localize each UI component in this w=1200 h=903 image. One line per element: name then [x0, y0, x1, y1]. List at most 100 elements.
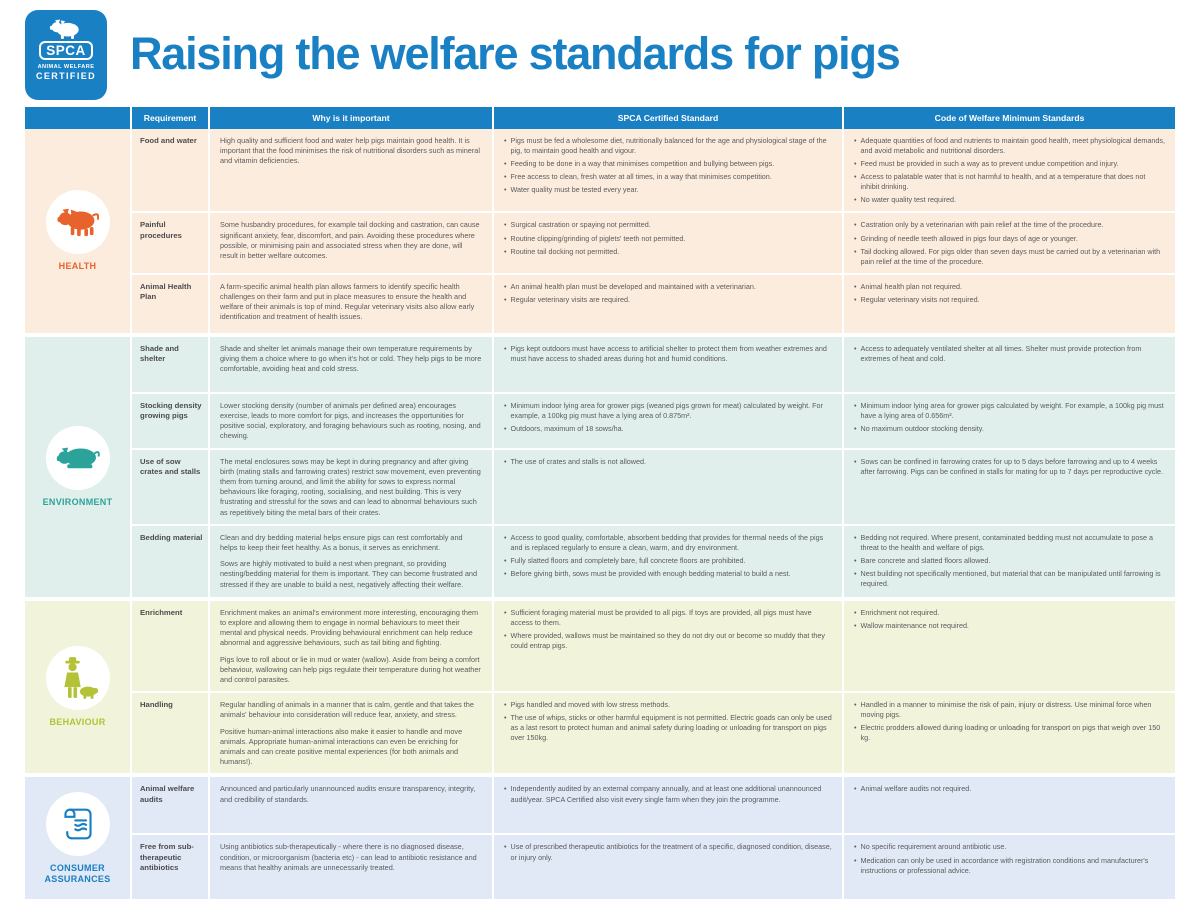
bullet-dot-icon: •: [504, 281, 507, 291]
bullet-dot-icon: •: [504, 555, 507, 565]
bullet-item: • Sows can be confined in farrowing crate…: [854, 457, 1165, 477]
code-of-welfare-cell: • Sows can be confined in farrowing crate…: [844, 449, 1175, 524]
bullet-dot-icon: •: [504, 294, 507, 304]
bullet-item: • The use of crates and stalls is not all…: [504, 457, 832, 467]
bullet-text: Animal welfare audits not required.: [860, 784, 972, 794]
spca-standard-cell: • An animal health plan must be developed…: [494, 274, 842, 333]
requirement-cell: Food and water: [132, 129, 208, 212]
table-row: Free from sub-therapeutic antibiotics Usi…: [132, 835, 1175, 900]
bullet-item: • Adequate quantities of food and nutrien…: [854, 136, 1165, 156]
bullet-item: • No water quality test required.: [854, 195, 1165, 205]
bullet-text: Routine tail docking not permitted.: [510, 246, 620, 256]
section-label-consumer: CONSUMER ASSURANCES: [44, 862, 111, 884]
why-important-cell: The metal enclosures sows may be kept in…: [210, 449, 492, 524]
bullet-item: • Nest building not specifically mentione…: [854, 569, 1165, 589]
spca-standard-cell: • Sufficient foraging material must be pr…: [494, 600, 842, 692]
bullet-dot-icon: •: [504, 569, 507, 579]
bullet-item: • Access to good quality, comfortable, ab…: [504, 533, 832, 553]
spca-standard-cell: • Access to good quality, comfortable, ab…: [494, 525, 842, 597]
bullet-item: • Grinding of needle teeth allowed in pig…: [854, 234, 1165, 244]
bullet-dot-icon: •: [854, 246, 857, 256]
bullet-item: • An animal health plan must be developed…: [504, 282, 832, 292]
why-important-cell: Regular handling of animals in a manner …: [210, 693, 492, 774]
bullet-item: • Use of prescribed therapeutic antibioti…: [504, 842, 832, 862]
bullet-text: Grinding of needle teeth allowed in pigs…: [860, 233, 1078, 243]
bullet-text: Pigs must be fed a wholesome diet, nutri…: [510, 136, 827, 156]
bullet-text: Outdoors, maximum of 18 sows/ha.: [510, 423, 624, 433]
bullet-item: • Routine clipping/grinding of piglets' t…: [504, 234, 832, 244]
bullet-dot-icon: •: [854, 281, 857, 291]
bullet-item: • Sufficient foraging material must be pr…: [504, 608, 832, 628]
code-of-welfare-cell: • Enrichment not required. • Wallow mainten…: [844, 600, 1175, 692]
bullet-text: Handled in a manner to minimise the risk…: [860, 700, 1152, 720]
spca-standard-cell: • Pigs must be fed a wholesome diet, nutr…: [494, 129, 842, 212]
bullet-dot-icon: •: [504, 713, 507, 723]
bullet-text: Sufficient foraging material must be pro…: [510, 607, 812, 627]
bullet-dot-icon: •: [854, 532, 857, 542]
spca-standard-cell: • Pigs handled and moved with low stress …: [494, 693, 842, 774]
section-health-side: HEALTH: [25, 129, 130, 333]
bullet-dot-icon: •: [504, 136, 507, 145]
table-row: Use of sow crates and stalls The metal en…: [132, 449, 1175, 524]
section-environment-rows: Shade and shelter Shade and shelter let a…: [132, 336, 1175, 597]
consumer-badge: [45, 791, 110, 856]
column-header-category: [25, 107, 130, 129]
bullet-text: Electric prodders allowed during loading…: [860, 723, 1161, 743]
table-row: Food and water High quality and sufficien…: [132, 129, 1175, 212]
column-header-why: Why is it important: [210, 107, 492, 129]
spca-standard-cell: • Use of prescribed therapeutic antibioti…: [494, 835, 842, 900]
table-row: Painful procedures Some husbandry procedu…: [132, 213, 1175, 273]
logo-subtitle: ANIMAL WELFARE: [37, 64, 95, 70]
column-header-code: Code of Welfare Minimum Standards: [844, 107, 1175, 129]
code-of-welfare-cell: • Castration only by a veterinarian with …: [844, 213, 1175, 273]
table-row: Shade and shelter Shade and shelter let a…: [132, 336, 1175, 392]
section-environment-side: ENVIRONMENT: [25, 336, 130, 597]
table-row: Animal welfare audits Announced and parti…: [132, 777, 1175, 834]
section-behaviour-rows: Enrichment Enrichment makes an animal's e…: [132, 600, 1175, 774]
bullet-text: Feed must be provided in such a way as t…: [860, 159, 1119, 169]
requirement-cell: Stocking density growing pigs: [132, 393, 208, 448]
why-paragraph: Lower stocking density (number of animal…: [220, 400, 481, 441]
why-paragraph: Positive human-animal interactions also …: [220, 726, 463, 767]
section-health: HEALTH Food and water High quality and su…: [25, 129, 1175, 333]
why-important-cell: Clean and dry bedding material helps ens…: [210, 525, 492, 597]
bullet-text: Where provided, wallows must be maintain…: [510, 630, 825, 651]
requirement-cell: Animal welfare audits: [132, 777, 208, 834]
bullet-text: Access to good quality, comfortable, abs…: [510, 532, 824, 552]
bullet-item: • Electric prodders allowed during loadin…: [854, 723, 1165, 743]
bullet-text: Independently audited by an external com…: [510, 784, 822, 804]
scroll-certificate-icon: [63, 808, 92, 840]
why-important-cell: Using antibiotics sub-therapeutically - …: [210, 835, 492, 900]
bullet-text: Regular veterinary visits not required.: [860, 294, 980, 304]
bullet-dot-icon: •: [854, 233, 857, 243]
bullet-text: Water quality must be tested every year.: [510, 185, 639, 195]
behaviour-badge: [45, 646, 110, 710]
bullet-text: Bedding not required. Where present, con…: [860, 532, 1154, 552]
bullet-item: • Independently audited by an external co…: [504, 784, 832, 804]
bullet-text: Fully slatted floors and completely bare…: [510, 555, 746, 565]
pig-standing-icon: [56, 209, 99, 237]
code-of-welfare-cell: • Handled in a manner to minimise the ris…: [844, 693, 1175, 774]
section-environment: ENVIRONMENT Shade and shelter Shade and s…: [25, 336, 1175, 597]
bullet-item: • Animal welfare audits not required.: [854, 784, 1165, 794]
logo-certified: CERTIFIED: [35, 71, 97, 81]
bullet-item: • Castration only by a veterinarian with …: [854, 220, 1165, 230]
bullet-dot-icon: •: [854, 136, 857, 145]
section-consumer-rows: Animal welfare audits Announced and parti…: [132, 777, 1175, 900]
bullet-text: Tail docking allowed. For pigs older tha…: [860, 246, 1161, 266]
bullet-text: Use of prescribed therapeutic antibiotic…: [510, 842, 832, 862]
why-paragraph: Some husbandry procedures, for example t…: [220, 220, 480, 261]
bullet-text: Access to palatable water that is not ha…: [860, 172, 1146, 192]
bullet-text: Wallow maintenance not required.: [860, 620, 969, 630]
bullet-text: Surgical castration or spaying not permi…: [510, 220, 651, 230]
bullet-dot-icon: •: [504, 423, 507, 433]
bullet-dot-icon: •: [504, 233, 507, 243]
bullet-item: • Animal health plan not required.: [854, 282, 1165, 292]
pig-icon: [49, 19, 79, 39]
bullet-item: • Minimum indoor lying area for grower pi…: [854, 401, 1165, 421]
header: SPCA ANIMAL WELFARE CERTIFIED Raising th…: [0, 0, 1200, 107]
bullet-dot-icon: •: [854, 723, 857, 733]
bullet-text: Bare concrete and slatted floors allowed…: [860, 555, 991, 565]
bullet-item: • No specific requirement around antibiot…: [854, 842, 1165, 852]
